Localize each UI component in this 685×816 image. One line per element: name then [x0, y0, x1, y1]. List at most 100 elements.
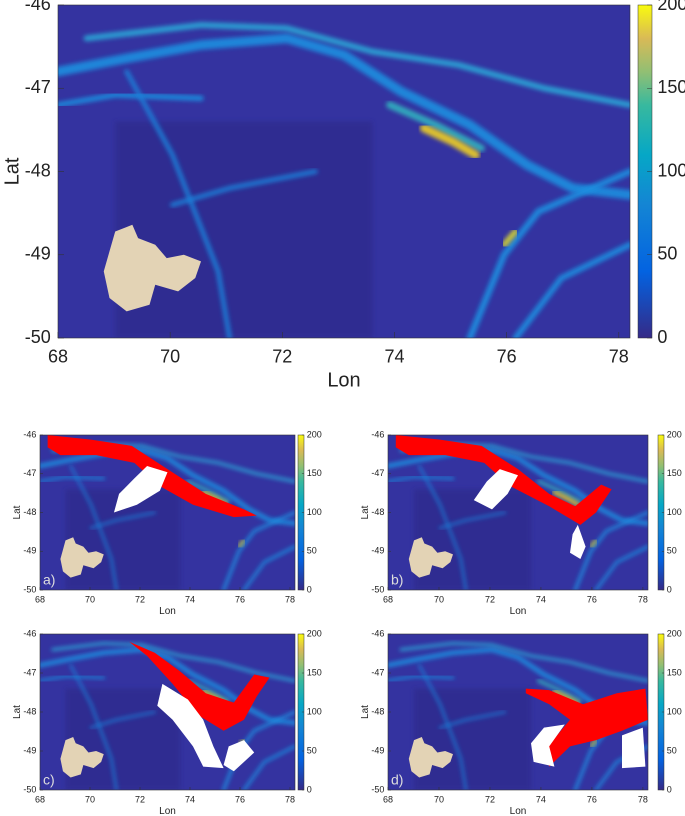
colorbar-tick-label: 50: [307, 546, 317, 556]
island: [60, 736, 104, 778]
colorbar-tick-label: 50: [667, 745, 677, 755]
colorbar-tick-label: 0: [307, 584, 312, 594]
tracer-region: [622, 727, 646, 769]
colorbar-tick-label: 0: [667, 784, 672, 794]
y-tick-label: -47: [23, 667, 36, 677]
map-field: [40, 634, 295, 790]
colorbar-tick-label: 50: [307, 745, 317, 755]
flow-streak: [69, 464, 118, 590]
x-tick-label: 72: [272, 347, 292, 367]
flow-streak: [242, 744, 295, 790]
panel: 68 70 72 74 76 78 -50 -49 -48 -47 -46 Lon Lat c) 0 50 10…: [12, 628, 322, 816]
x-tick-label: 76: [587, 594, 597, 604]
y-tick-label: -50: [23, 784, 36, 794]
x-tick-label: 72: [135, 794, 145, 804]
flow-streak: [512, 241, 630, 338]
y-tick-label: -50: [371, 584, 384, 594]
flow-streak: [388, 475, 455, 483]
field-shade: [414, 489, 531, 590]
flow-streak: [573, 510, 648, 590]
panel-label: b): [391, 572, 403, 588]
y-tick-label: -47: [371, 468, 384, 478]
colorbar-tick-label: 200: [307, 429, 322, 439]
y-tick-label: -46: [23, 429, 36, 439]
flow-streak: [83, 21, 630, 108]
colorbar-tick-label: 0: [657, 327, 667, 347]
x-tick-label: 78: [638, 794, 648, 804]
colorbar-tick-label: 200: [667, 429, 682, 439]
flow-streak: [537, 479, 583, 504]
colorbar-tick-label: 100: [307, 706, 322, 716]
x-tick-label: 78: [285, 794, 295, 804]
flow-streak: [594, 545, 648, 590]
x-tick-label: 74: [536, 794, 546, 804]
flow-streak: [58, 33, 630, 200]
y-tick-label: -47: [371, 667, 384, 677]
x-tick-label: 76: [497, 347, 517, 367]
panel: 68 70 72 74 76 78 -50 -49 -48 -47 -46 Lon Lat 0 50 100 1…: [1, 0, 685, 391]
x-tick-label: 74: [185, 594, 195, 604]
tracer-region: [531, 724, 565, 767]
colorbar-tick-label: 150: [667, 468, 682, 478]
colorbar-tick-label: 150: [657, 77, 685, 97]
island: [408, 537, 453, 578]
x-tick-label: 78: [285, 594, 295, 604]
x-tick-label: 76: [587, 794, 597, 804]
flow-streak: [418, 664, 468, 790]
tracer-region: [473, 469, 518, 510]
y-tick-label: -47: [25, 77, 51, 97]
field-shade: [115, 121, 373, 338]
x-tick-label: 74: [185, 794, 195, 804]
x-tick-label: 74: [384, 347, 404, 367]
tracer-region: [113, 466, 168, 513]
flow-streak: [438, 710, 507, 729]
colorbar-tick-label: 100: [667, 507, 682, 517]
panel-label: d): [391, 772, 403, 788]
y-tick-label: -50: [25, 327, 51, 347]
y-tick-label: -49: [371, 546, 384, 556]
y-axis-label: Lat: [360, 505, 371, 519]
flow-streak: [40, 647, 295, 726]
flow-streak: [466, 168, 630, 338]
x-tick-label: 72: [485, 794, 495, 804]
colorbar-tick-label: 100: [307, 507, 322, 517]
island: [60, 537, 104, 578]
x-axis-label: Lon: [510, 806, 527, 816]
x-tick-label: 70: [85, 794, 95, 804]
flow-streak: [399, 641, 648, 683]
flow-streak: [388, 448, 648, 526]
y-tick-label: -49: [371, 745, 384, 755]
panel-label: a): [43, 572, 55, 588]
flow-streak: [170, 169, 318, 208]
x-tick-label: 72: [485, 594, 495, 604]
flow-streak: [501, 228, 519, 248]
x-axis-label: Lon: [159, 606, 176, 617]
y-tick-label: -47: [23, 468, 36, 478]
flow-streak: [89, 511, 156, 530]
y-axis-label: Lat: [12, 505, 23, 519]
x-tick-label: 76: [235, 594, 245, 604]
flow-streak: [40, 475, 106, 483]
tracer-region: [129, 641, 270, 731]
y-tick-label: -48: [25, 160, 51, 180]
flow-streak: [221, 510, 295, 590]
y-axis-label: Lat: [360, 705, 371, 719]
colorbar-tick-label: 150: [307, 667, 322, 677]
tracer-region: [570, 524, 586, 559]
x-tick-label: 70: [160, 347, 180, 367]
flow-streak: [589, 738, 598, 748]
colorbar-tick-label: 200: [667, 628, 682, 638]
flow-streak: [388, 674, 455, 683]
y-tick-label: -46: [371, 628, 384, 638]
flow-streak: [438, 511, 507, 530]
y-tick-label: -49: [23, 546, 36, 556]
x-tick-label: 78: [609, 347, 629, 367]
colorbar-tick-label: 100: [667, 706, 682, 716]
x-tick-label: 78: [638, 594, 648, 604]
flow-streak: [237, 538, 246, 549]
tracer-region: [157, 683, 224, 769]
map-field: [40, 435, 295, 590]
y-tick-label: -48: [23, 706, 36, 716]
colorbar-tick-label: 150: [307, 468, 322, 478]
